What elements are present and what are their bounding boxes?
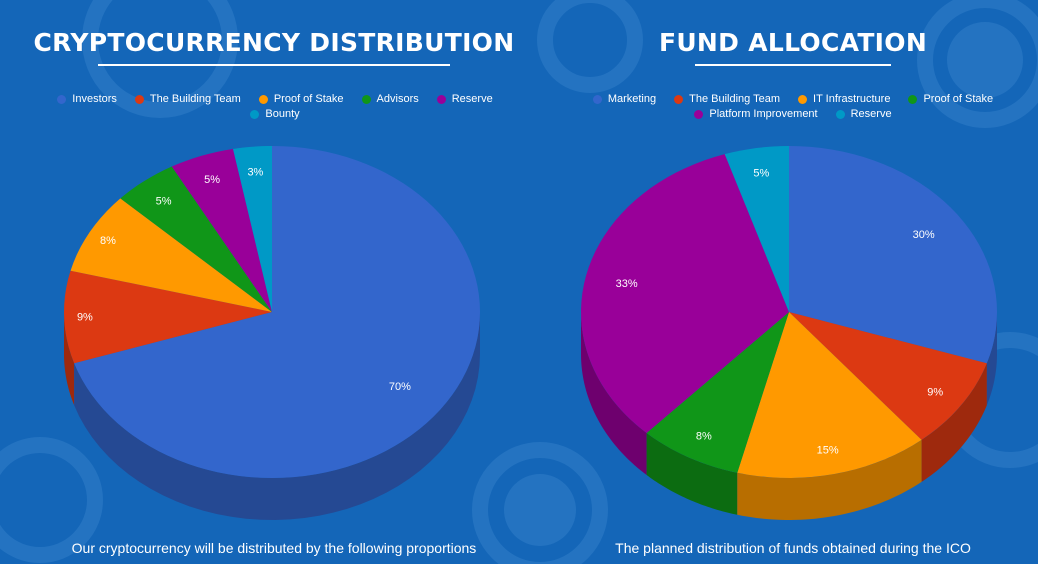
data-label-platform-improvement: 33% [616,278,638,290]
data-label-advisors: 5% [156,196,172,208]
legend-label: Proof of Stake [923,93,994,105]
pie-side-group [581,312,997,520]
data-label-marketing: 30% [913,229,935,241]
data-label-investors: 70% [389,381,411,393]
data-label-bounty: 3% [247,167,263,179]
pie-slice-reserve[interactable] [171,148,272,312]
data-label-the-building-team: 9% [927,386,943,398]
title-underline [695,64,891,66]
legend-item-proof-of-stake[interactable]: Proof of Stake [908,93,993,105]
legend-item-advisors[interactable]: Advisors [361,93,419,105]
legend-swatch [798,94,808,104]
chart-caption: The planned distribution of funds obtain… [615,540,971,556]
legend-label: Advisors [376,93,419,105]
pie-top-group [64,146,481,478]
pie-side-the-building-team [64,312,75,406]
chart-title: CRYPTOCURRENCY DISTRIBUTION [33,28,515,57]
title-underline [98,64,450,66]
legend-label: Bounty [265,108,300,120]
pie-slice-bounty[interactable] [233,146,272,312]
legend-label: Reserve [451,93,493,105]
pie-side-investors [74,312,481,520]
legend-swatch [694,109,704,119]
legend-item-it-infrastructure[interactable]: IT Infrastructure [798,93,890,105]
pie-slice-proof-of-stake[interactable] [70,198,272,312]
legend-swatch [436,94,446,104]
chart-title: FUND ALLOCATION [658,28,928,57]
pie-slice-it-infrastructure[interactable] [737,312,922,478]
data-label-proof-of-stake: 8% [696,431,712,443]
pie-slice-advisors[interactable] [120,166,273,312]
pie-side-the-building-team [921,363,987,482]
chart-legend: Investors The Building Team Proof of Stake… [45,93,505,120]
data-label-it-infrastructure: 15% [817,445,839,457]
crypto-distribution-pie-chart: 70% 9% 8% 5% 5% 3% [64,146,481,520]
legend-label: The Building Team [689,93,781,105]
legend-swatch [57,94,67,104]
legend-label: Proof of Stake [273,93,344,105]
pie-side-marketing [986,312,997,406]
chart-caption: Our cryptocurrency will be distributed b… [71,540,477,556]
pie-slice-marketing[interactable] [789,146,997,364]
legend-label: IT Infrastructure [813,93,891,105]
legend-swatch [592,94,602,104]
data-label-reserve: 5% [753,168,769,180]
data-label-group: 30% 9% 15% 8% 33% 5% [616,168,944,457]
chart-legend: Marketing The Building Team IT Infrastruct… [573,93,1013,120]
data-label-reserve: 5% [204,174,220,186]
legend-swatch [674,94,684,104]
legend-swatch [835,109,845,119]
pie-side-group [64,312,481,520]
legend-item-the-building-team[interactable]: The Building Team [674,93,780,105]
legend-swatch [361,94,371,104]
legend-item-the-building-team[interactable]: The Building Team [134,93,241,105]
pie-slice-the-building-team[interactable] [64,270,272,364]
legend-item-bounty[interactable]: Bounty [250,108,300,120]
pie-slice-proof-of-stake[interactable] [646,312,789,473]
legend-label: The Building Team [149,93,241,105]
pie-side-it-infrastructure [737,439,922,520]
fund-allocation-pie-chart: 30% 9% 15% 8% 33% 5% [581,146,997,520]
legend-swatch [134,94,144,104]
data-label-the-building-team: 9% [77,312,93,324]
legend-swatch [908,94,918,104]
data-label-proof-of-stake: 8% [100,235,116,247]
fund-allocation-panel: FUND ALLOCATION Marketing The Building Te… [548,0,1038,564]
pie-slice-investors[interactable] [74,146,481,478]
legend-swatch [258,94,268,104]
legend-label: Reserve [850,108,892,120]
legend-label: Platform Improvement [709,108,818,120]
legend-item-reserve[interactable]: Reserve [835,108,892,120]
pie-slice-the-building-team[interactable] [789,312,987,440]
legend-label: Investors [72,93,117,105]
legend-label: Marketing [607,93,657,105]
pie-top-group [581,146,997,478]
legend-item-marketing[interactable]: Marketing [592,93,657,105]
legend-item-platform-improvement[interactable]: Platform Improvement [694,108,818,120]
pie-slice-reserve[interactable] [724,146,789,312]
legend-item-proof-of-stake[interactable]: Proof of Stake [258,93,344,105]
pie-slice-platform-improvement[interactable] [581,154,789,434]
pie-side-platform-improvement [581,312,647,476]
legend-item-investors[interactable]: Investors [57,93,117,105]
legend-swatch [250,109,260,119]
crypto-distribution-panel: CRYPTOCURRENCY DISTRIBUTION Investors The… [33,28,515,556]
legend-item-reserve[interactable]: Reserve [436,93,493,105]
data-label-group: 70% 9% 8% 5% 5% 3% [77,167,411,394]
pie-side-proof-of-stake [646,433,738,515]
